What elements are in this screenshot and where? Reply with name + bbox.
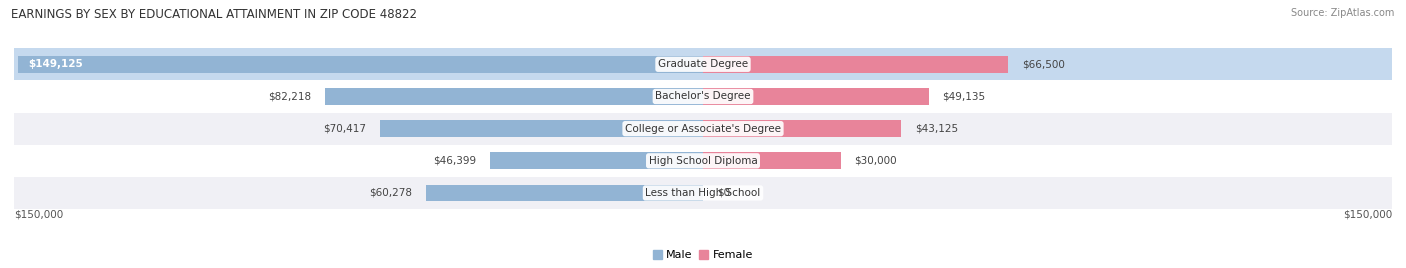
Text: Source: ZipAtlas.com: Source: ZipAtlas.com [1291, 8, 1395, 18]
Text: EARNINGS BY SEX BY EDUCATIONAL ATTAINMENT IN ZIP CODE 48822: EARNINGS BY SEX BY EDUCATIONAL ATTAINMEN… [11, 8, 418, 21]
Bar [14, 145, 1392, 177]
Bar [14, 113, 1392, 145]
Text: $60,278: $60,278 [370, 188, 412, 198]
Bar [489, 152, 703, 169]
Bar [426, 185, 703, 201]
Bar [380, 120, 703, 137]
Text: $46,399: $46,399 [433, 156, 477, 166]
Bar [14, 80, 1392, 113]
Text: Graduate Degree: Graduate Degree [658, 59, 748, 69]
Bar [14, 48, 1392, 80]
Text: $0: $0 [717, 188, 730, 198]
Text: $150,000: $150,000 [14, 210, 63, 220]
Bar [325, 88, 703, 105]
Bar [18, 56, 703, 73]
Text: $49,135: $49,135 [942, 91, 986, 102]
Text: $150,000: $150,000 [1343, 210, 1392, 220]
Legend: Male, Female: Male, Female [648, 245, 758, 265]
Text: $149,125: $149,125 [28, 59, 83, 69]
Text: $43,125: $43,125 [915, 124, 957, 134]
Text: $30,000: $30,000 [855, 156, 897, 166]
Bar [703, 120, 901, 137]
Text: College or Associate's Degree: College or Associate's Degree [626, 124, 780, 134]
Bar [703, 88, 929, 105]
Text: $66,500: $66,500 [1022, 59, 1066, 69]
Text: $82,218: $82,218 [269, 91, 312, 102]
Text: Bachelor's Degree: Bachelor's Degree [655, 91, 751, 102]
Bar [703, 56, 1008, 73]
Text: $70,417: $70,417 [323, 124, 366, 134]
Bar [703, 152, 841, 169]
Text: Less than High School: Less than High School [645, 188, 761, 198]
Text: High School Diploma: High School Diploma [648, 156, 758, 166]
Bar [14, 177, 1392, 209]
